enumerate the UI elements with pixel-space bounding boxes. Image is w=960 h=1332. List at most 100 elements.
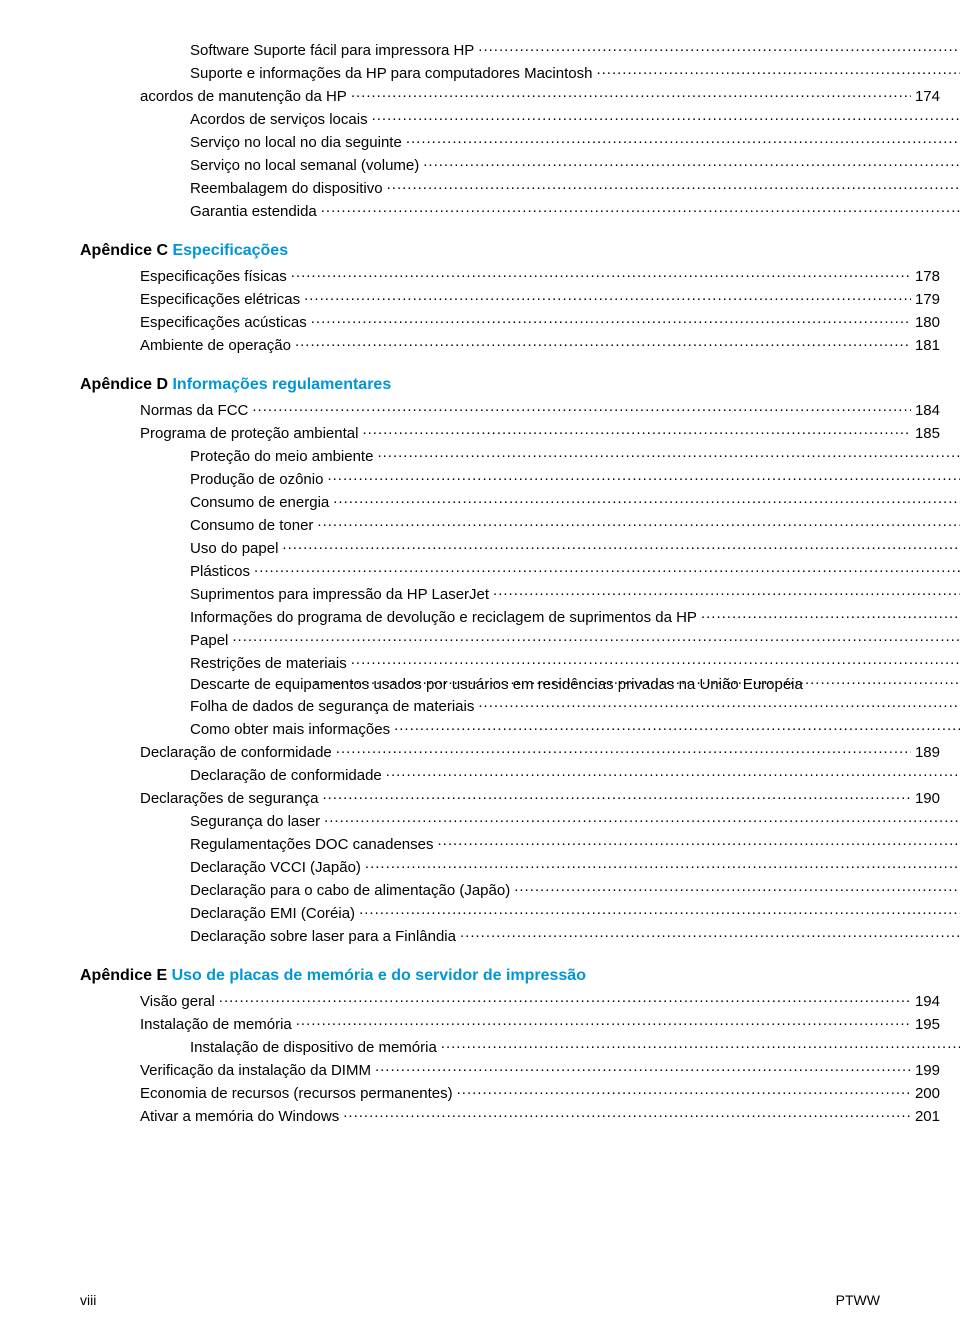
toc-entry: Como obter mais informações188 <box>190 719 960 738</box>
toc-entry-label: Informações do programa de devolução e r… <box>190 609 697 626</box>
toc-entry-label: Especificações acústicas <box>140 314 307 331</box>
toc-page: Software Suporte fácil para impressora H… <box>0 0 960 1332</box>
toc-leader-dots <box>493 584 960 599</box>
toc-entry: Suprimentos para impressão da HP LaserJe… <box>190 584 960 603</box>
toc-leader-dots <box>327 469 960 484</box>
toc-entry-page: 189 <box>915 744 940 761</box>
toc-leader-dots <box>478 40 960 55</box>
toc-entry: Consumo de energia185 <box>190 492 960 511</box>
toc-entry-label: Software Suporte fácil para impressora H… <box>190 42 474 59</box>
toc-leader-dots <box>423 155 960 170</box>
toc-entry-label: Garantia estendida <box>190 203 317 220</box>
toc-leader-dots <box>377 446 960 461</box>
toc-leader-dots <box>314 673 960 688</box>
toc-entry-page: 179 <box>915 291 940 308</box>
appendix-prefix: Apêndice D <box>80 376 168 393</box>
toc-entry-label: Programa de proteção ambiental <box>140 425 358 442</box>
toc-entry: Especificações acústicas 180 <box>140 312 940 331</box>
toc-entry: Economia de recursos (recursos permanent… <box>140 1083 940 1102</box>
toc-leader-dots <box>457 1083 911 1098</box>
toc-entry: Instalação de memória 195 <box>140 1014 940 1033</box>
toc-leader-dots <box>441 1037 960 1052</box>
toc-leader-dots <box>596 63 960 78</box>
toc-container: Software Suporte fácil para impressora H… <box>80 40 880 1125</box>
toc-entry-label: Especificações elétricas <box>140 291 300 308</box>
toc-entry-label: Acordos de serviços locais <box>190 111 368 128</box>
toc-entry-page: 200 <box>915 1085 940 1102</box>
appendix-title: Uso de placas de memória e do servidor d… <box>172 967 586 984</box>
toc-entry: Instalação de dispositivo de memória195 <box>190 1037 960 1056</box>
toc-entry-label: Normas da FCC <box>140 402 248 419</box>
toc-entry-page: 199 <box>915 1062 940 1079</box>
toc-entry-page: 185 <box>915 425 940 442</box>
toc-entry: Software Suporte fácil para impressora H… <box>190 40 960 59</box>
toc-entry-label: Declaração sobre laser para a Finlândia <box>190 928 456 945</box>
toc-entry: Normas da FCC 184 <box>140 400 940 419</box>
toc-entry-label: Especificações físicas <box>140 268 287 285</box>
toc-entry: Plásticos185 <box>190 561 960 580</box>
toc-leader-dots <box>359 903 960 918</box>
toc-leader-dots <box>365 857 960 872</box>
toc-entry: Uso do papel185 <box>190 538 960 557</box>
toc-entry: Descarte de equipamentos usados por usuá… <box>190 676 960 692</box>
toc-entry: Ativar a memória do Windows201 <box>140 1106 940 1125</box>
toc-entry: Visão geral 194 <box>140 991 940 1010</box>
toc-leader-dots <box>321 201 960 216</box>
toc-leader-dots <box>291 266 911 281</box>
toc-leader-dots <box>317 515 960 530</box>
toc-leader-dots <box>478 696 960 711</box>
toc-entry: Declarações de segurança190 <box>140 788 940 807</box>
toc-entry-label: Como obter mais informações <box>190 721 390 738</box>
toc-entry-label: Folha de dados de segurança de materiais <box>190 698 474 715</box>
toc-leader-dots <box>387 178 960 193</box>
toc-entry-label: Instalação de dispositivo de memória <box>190 1039 437 1056</box>
toc-entry: Segurança do laser190 <box>190 811 960 830</box>
toc-leader-dots <box>232 630 960 645</box>
toc-leader-dots <box>701 607 960 622</box>
toc-entry: Papel186 <box>190 630 960 649</box>
toc-entry: Verificação da instalação da DIMM199 <box>140 1060 940 1079</box>
toc-entry-label: Plásticos <box>190 563 250 580</box>
appendix-prefix: Apêndice C <box>80 242 168 259</box>
toc-entry: Proteção do meio ambiente185 <box>190 446 960 465</box>
toc-entry-page: 195 <box>915 1016 940 1033</box>
toc-leader-dots <box>406 132 960 147</box>
appendix-heading: Apêndice D Informações regulamentares <box>80 376 880 394</box>
toc-entry-page: 190 <box>915 790 940 807</box>
toc-entry: Suporte e informações da HP para computa… <box>190 63 960 82</box>
toc-leader-dots <box>375 1060 911 1075</box>
toc-leader-dots <box>372 109 960 124</box>
toc-entry-page: 180 <box>915 314 940 331</box>
toc-leader-dots <box>295 335 911 350</box>
toc-entry-label: Economia de recursos (recursos permanent… <box>140 1085 453 1102</box>
toc-entry-label: Regulamentações DOC canadenses <box>190 836 433 853</box>
toc-entry-page: 194 <box>915 993 940 1010</box>
toc-entry-label: Ativar a memória do Windows <box>140 1108 339 1125</box>
footer-page-number: viii <box>80 1292 96 1308</box>
toc-entry-label: Declaração de conformidade <box>140 744 332 761</box>
toc-entry: Especificações elétricas 179 <box>140 289 940 308</box>
toc-entry-label: Uso do papel <box>190 540 278 557</box>
toc-entry-page: 181 <box>915 337 940 354</box>
toc-entry: Declaração de conformidade 189 <box>140 742 940 761</box>
toc-entry-label: Segurança do laser <box>190 813 320 830</box>
toc-leader-dots <box>219 991 911 1006</box>
toc-entry: Especificações físicas178 <box>140 266 940 285</box>
appendix-prefix: Apêndice E <box>80 967 167 984</box>
toc-entry-page: 174 <box>915 88 940 105</box>
toc-entry-label: Visão geral <box>140 993 215 1010</box>
toc-entry: acordos de manutenção da HP174 <box>140 86 940 105</box>
toc-leader-dots <box>351 653 960 668</box>
appendix-heading: Apêndice C Especificações <box>80 242 880 260</box>
toc-entry: Regulamentações DOC canadenses190 <box>190 834 960 853</box>
toc-leader-dots <box>304 289 911 304</box>
toc-entry: Informações do programa de devolução e r… <box>190 607 960 626</box>
toc-leader-dots <box>386 765 960 780</box>
toc-entry-label: Consumo de energia <box>190 494 329 511</box>
toc-entry: Declaração de conformidade189 <box>190 765 960 784</box>
toc-entry: Produção de ozônio185 <box>190 469 960 488</box>
toc-entry: Declaração VCCI (Japão)190 <box>190 857 960 876</box>
toc-entry-label: Instalação de memória <box>140 1016 292 1033</box>
toc-entry-page: 184 <box>915 402 940 419</box>
toc-entry: Declaração sobre laser para a Finlândia1… <box>190 926 960 945</box>
